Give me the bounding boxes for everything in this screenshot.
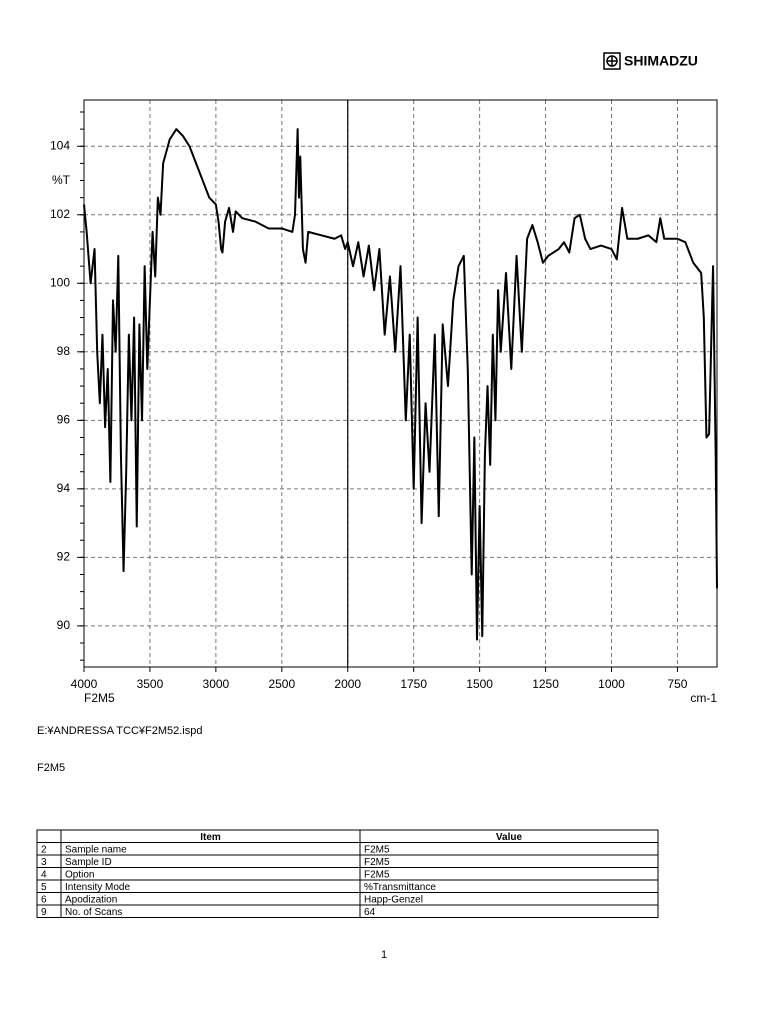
page-number: 1 — [381, 949, 387, 961]
chart: 90 92 94 96 98 100 102 104 4000 3500 3000 2500 2000 1… — [50, 99, 718, 705]
logo: SHIMADZU — [603, 52, 698, 70]
table-cell: %Transmittance — [364, 882, 436, 893]
table-cell: 64 — [364, 907, 376, 918]
table-cell: 9 — [41, 907, 47, 918]
table-cell: 3 — [41, 857, 47, 868]
x-tick-label: 1500 — [466, 677, 493, 691]
y-tick-label: 100 — [50, 275, 70, 289]
x-tick-label: 3000 — [203, 677, 230, 691]
x-axis-label: cm-1 — [690, 691, 717, 705]
file-path: E:¥ANDRESSA TCC¥F2M52.ispd — [37, 725, 202, 737]
table-cell: 5 — [41, 882, 47, 893]
y-tick-label: 104 — [50, 138, 70, 152]
table-cell: F2M5 — [364, 857, 390, 868]
y-tick-label: 96 — [57, 413, 71, 427]
sample-name: F2M5 — [84, 691, 115, 705]
x-tick-label: 1750 — [400, 677, 427, 691]
logo-text: SHIMADZU — [624, 53, 698, 69]
y-tick-label: 90 — [57, 618, 71, 632]
table-header: Value — [496, 832, 523, 843]
table-cell: No. of Scans — [65, 907, 122, 918]
x-tick-label: 1250 — [532, 677, 559, 691]
y-tick-label: 92 — [57, 550, 71, 564]
table-cell: Sample name — [65, 844, 127, 855]
table-header: Item — [200, 832, 221, 843]
logo-icon — [603, 52, 621, 70]
spectrum-line — [83, 128, 718, 641]
table-cell: Intensity Mode — [65, 882, 130, 893]
table-cell: 2 — [41, 844, 47, 855]
x-tick-label: 2500 — [268, 677, 295, 691]
x-tick-label: 4000 — [71, 677, 98, 691]
y-tick-label: 98 — [57, 344, 71, 358]
y-tick-label: 94 — [57, 481, 71, 495]
x-tick-label: 1000 — [598, 677, 625, 691]
table-cell: F2M5 — [364, 844, 390, 855]
table-cell: 6 — [41, 894, 47, 905]
table: Item Value 2 Sample name F2M5 3 Sample ID F2M5 4… — [36, 829, 659, 918]
x-tick-label: 2000 — [334, 677, 361, 691]
y-axis-label: %T — [52, 173, 71, 187]
table-cell: F2M5 — [364, 869, 390, 880]
table-cell: Sample ID — [65, 857, 112, 868]
table-border — [36, 829, 659, 918]
x-tick-label: 3500 — [137, 677, 164, 691]
table-cell: Apodization — [65, 894, 117, 905]
table-cell: Happ-Genzel — [364, 894, 423, 905]
sample-label: F2M5 — [37, 762, 65, 774]
plot-frame — [83, 99, 718, 668]
y-tick-label: 102 — [50, 207, 70, 221]
table-cell: Option — [65, 869, 94, 880]
table-cell: 4 — [41, 869, 47, 880]
x-tick-label: 750 — [667, 677, 687, 691]
